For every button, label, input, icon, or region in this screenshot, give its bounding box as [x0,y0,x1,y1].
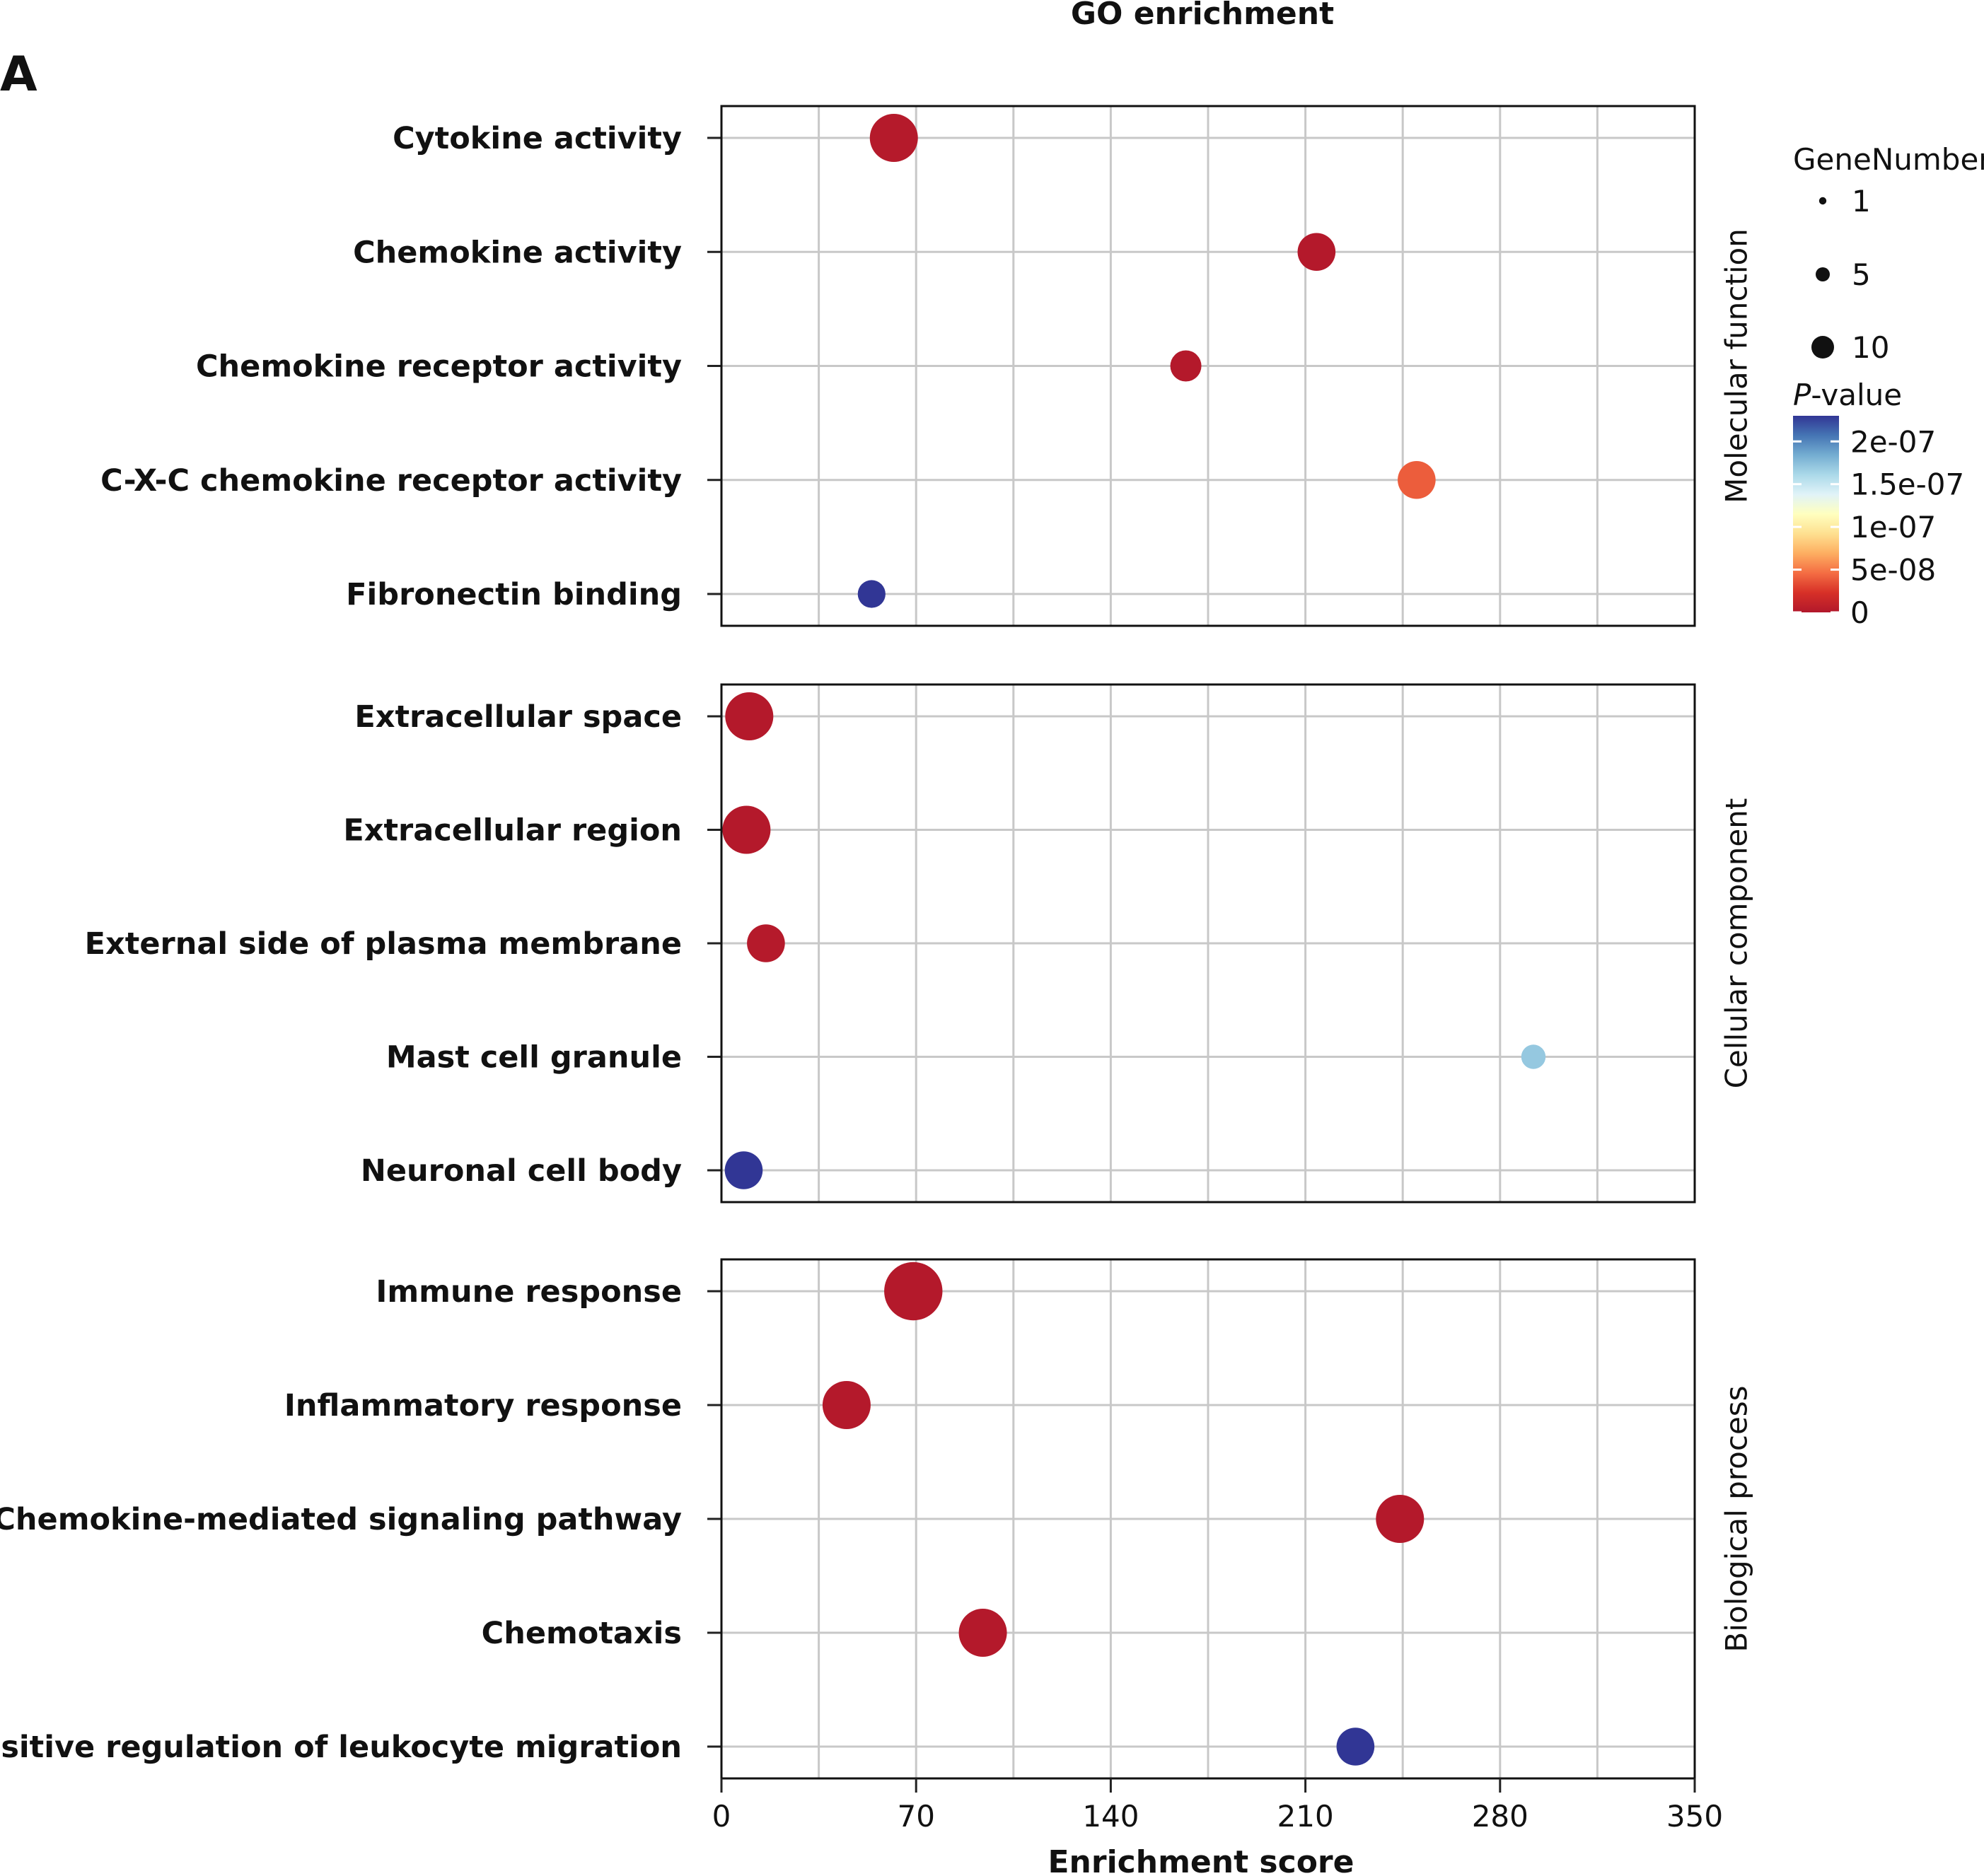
panel-frame [720,1258,1696,1780]
data-point [1376,1495,1425,1543]
data-point [724,1151,763,1189]
data-point [869,114,918,162]
y-tick-label: Chemotaxis [482,1616,682,1651]
y-tick-label: Mast cell granule [386,1040,682,1076]
color-bar-label: 1.5e-07 [1850,467,1964,502]
facet-label: Cellular component [1719,798,1754,1089]
x-tick-label: 210 [1277,1799,1334,1834]
x-tick-label: 70 [897,1799,934,1834]
y-tick-label: Extracellular region [343,813,682,849]
panel-frame [720,105,1696,627]
size-legend-label: 1 [1852,184,1871,219]
data-point [1398,460,1436,499]
size-legend-label: 5 [1852,257,1871,292]
facet-panel-0: Cytokine activity Chemokine activity Chemo… [100,105,1754,627]
color-bar-label: 5e-08 [1850,553,1936,588]
facet-label: Molecular function [1719,228,1754,503]
size-legend-key [1818,197,1827,205]
facet-panel-2: Immune response Inflammatory response Chem… [0,1258,1754,1780]
size-legend-key [1816,267,1830,281]
y-tick-label: Extracellular space [354,699,682,735]
y-tick-label: Immune response [376,1274,682,1310]
y-tick-label: Positive regulation of leukocyte migrati… [0,1730,682,1765]
x-tick-label: 0 [712,1799,731,1834]
x-tick-label: 350 [1666,1799,1723,1834]
x-axis-label: Enrichment score [1048,1844,1354,1876]
data-point [822,1381,871,1429]
y-tick-label: C-X-C chemokine receptor activity [100,463,682,499]
data-point [1521,1044,1546,1069]
color-bar-label: 1e-07 [1850,510,1936,544]
y-tick-label: Neuronal cell body [361,1153,682,1189]
y-tick-label: Chemokine activity [353,235,682,270]
data-point [725,692,774,740]
y-tick-label: Fibronectin binding [346,577,682,612]
panel-frame [720,683,1696,1204]
data-point [1336,1728,1375,1766]
y-tick-label: Cytokine activity [393,121,682,156]
y-tick-label: Inflammatory response [284,1388,682,1423]
facet-label: Biological process [1719,1385,1754,1652]
color-bar [1793,416,1839,612]
data-point [958,1609,1007,1657]
facet-panels: Cytokine activity Chemokine activity Chemo… [0,105,1754,1780]
color-legend-title-italic: P [1793,378,1811,412]
facet-panel-1: Extracellular space Extracellular region E… [85,683,1754,1204]
data-point [1170,350,1202,382]
color-legend-title: P-value [1793,378,1902,412]
data-point [747,924,785,962]
data-point [857,580,886,608]
color-bar-label: 0 [1850,595,1869,630]
x-tick-label: 140 [1082,1799,1139,1834]
size-legend-key [1811,336,1834,359]
panel-letter: A [0,47,37,103]
size-legend-label: 10 [1852,330,1889,365]
data-point [884,1262,943,1321]
data-point [1297,233,1336,272]
color-legend-title-rest: -value [1811,378,1902,412]
color-bar-label: 2e-07 [1850,424,1936,459]
data-point [722,805,771,854]
y-tick-label: Chemokine-mediated signaling pathway [0,1502,682,1537]
x-axis: 0 70 140 210 280 350 [712,1778,1723,1834]
legend: GeneNumber 1 5 10 P-value 2e-07 1.5e-07 1e-07 5e… [1793,142,1984,630]
chart-title: GO enrichment [1071,0,1334,32]
y-tick-label: External side of plasma membrane [85,926,682,962]
size-legend-title: GeneNumber [1793,142,1984,177]
y-tick-label: Chemokine receptor activity [196,349,682,385]
x-tick-label: 280 [1472,1799,1528,1834]
